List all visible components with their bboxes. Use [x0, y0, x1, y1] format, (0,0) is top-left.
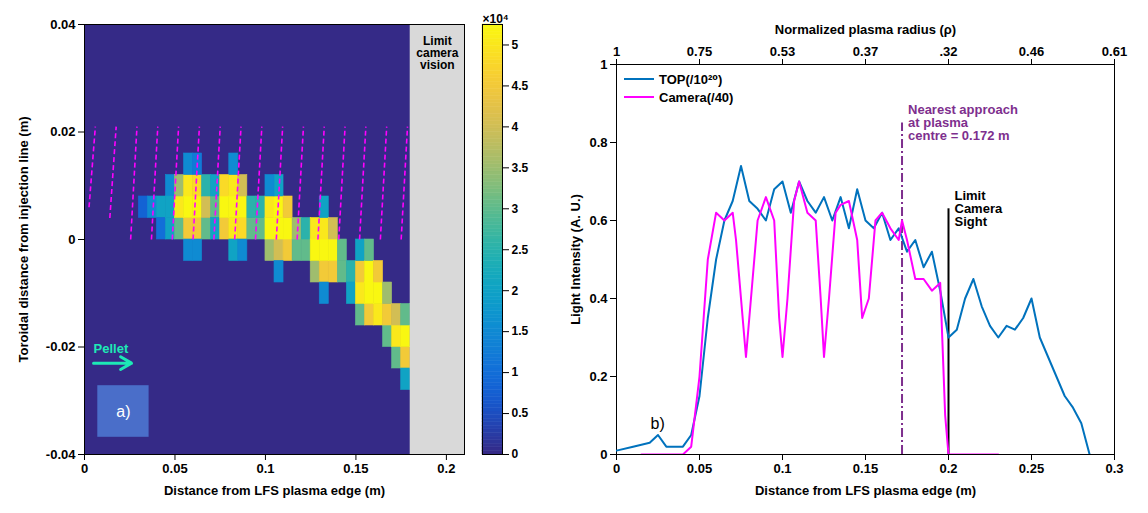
- svg-text:0: 0: [600, 447, 607, 462]
- svg-text:2.5: 2.5: [512, 243, 529, 257]
- svg-text:0.05: 0.05: [162, 461, 187, 476]
- svg-text:Pellet: Pellet: [94, 341, 129, 356]
- svg-text:3.5: 3.5: [512, 161, 529, 175]
- svg-text:b): b): [651, 415, 665, 432]
- svg-text:0.61: 0.61: [1102, 44, 1127, 59]
- svg-text:0.4: 0.4: [589, 291, 608, 306]
- svg-text:-0.02: -0.02: [46, 339, 76, 354]
- svg-text:0.04: 0.04: [50, 17, 76, 32]
- svg-text:Toroidal distance from injecti: Toroidal distance from injection line (m…: [16, 116, 31, 362]
- svg-text:0.1: 0.1: [773, 461, 791, 476]
- svg-text:-0.04: -0.04: [46, 447, 76, 462]
- svg-text:Nearest approachat plasmacentr: Nearest approachat plasmacentre = 0.172 …: [908, 102, 1018, 143]
- svg-text:LimitCameraSight: LimitCameraSight: [955, 188, 1003, 229]
- svg-text:4: 4: [512, 120, 519, 134]
- svg-text:1: 1: [613, 44, 620, 59]
- svg-text:Distance from LFS plasma edge: Distance from LFS plasma edge (m): [164, 483, 385, 498]
- svg-text:0.05: 0.05: [687, 461, 712, 476]
- svg-text:×10⁴: ×10⁴: [483, 12, 509, 26]
- svg-text:0.2: 0.2: [939, 461, 957, 476]
- svg-text:0.6: 0.6: [589, 213, 607, 228]
- svg-text:0: 0: [512, 447, 519, 461]
- svg-text:0: 0: [81, 461, 88, 476]
- svg-text:1.5: 1.5: [512, 324, 529, 338]
- html-text:TOP(/10²⁰): TOP(/10²⁰): [659, 71, 723, 87]
- svg-text:Limitcameravision: Limitcameravision: [416, 34, 458, 72]
- svg-text:0.8: 0.8: [589, 135, 607, 150]
- svg-text:1: 1: [512, 365, 519, 379]
- svg-text:0.15: 0.15: [343, 461, 368, 476]
- svg-text:0.53: 0.53: [770, 44, 795, 59]
- svg-text:Normalized plasma radius (ρ): Normalized plasma radius (ρ): [775, 22, 956, 37]
- svg-text:5: 5: [512, 38, 519, 52]
- svg-text:2: 2: [512, 284, 519, 298]
- svg-text:0: 0: [68, 232, 75, 247]
- svg-text:0.1: 0.1: [256, 461, 274, 476]
- svg-text:a): a): [116, 403, 130, 420]
- svg-text:0.46: 0.46: [1019, 44, 1044, 59]
- svg-text:0.15: 0.15: [853, 461, 878, 476]
- svg-text:0.25: 0.25: [1019, 461, 1044, 476]
- svg-text:0.2: 0.2: [589, 369, 607, 384]
- svg-text:0.37: 0.37: [853, 44, 878, 59]
- svg-text:1: 1: [600, 57, 607, 72]
- svg-text:3: 3: [512, 202, 519, 216]
- svg-text:Distance from LFS plasma edge: Distance from LFS plasma edge (m): [755, 483, 976, 498]
- svg-text:0.02: 0.02: [50, 124, 75, 139]
- svg-text:Light Intensity (A. U.): Light Intensity (A. U.): [568, 194, 583, 325]
- svg-text:4.5: 4.5: [512, 79, 529, 93]
- svg-text:0.5: 0.5: [512, 406, 529, 420]
- svg-text:0: 0: [613, 461, 620, 476]
- svg-text:0.3: 0.3: [1105, 461, 1123, 476]
- svg-text:.32: .32: [939, 44, 957, 59]
- svg-text:0.2: 0.2: [437, 461, 455, 476]
- html-text:Camera(/40): Camera(/40): [659, 89, 734, 105]
- svg-text:0.75: 0.75: [687, 44, 712, 59]
